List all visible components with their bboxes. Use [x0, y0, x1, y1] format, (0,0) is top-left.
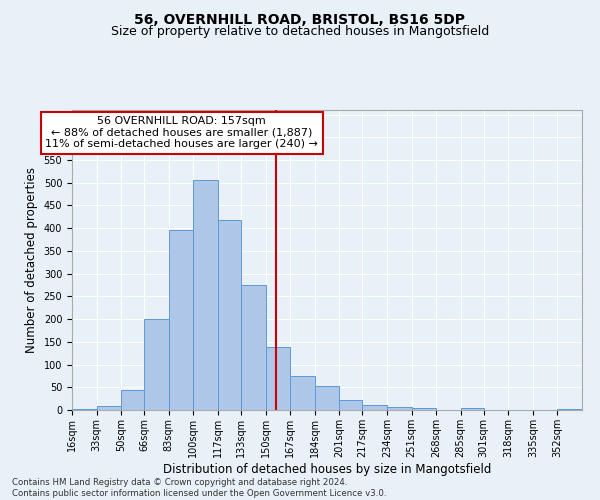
Bar: [557, 408, 582, 410]
Bar: [315, 386, 339, 410]
Text: 56, OVERNHILL ROAD, BRISTOL, BS16 5DP: 56, OVERNHILL ROAD, BRISTOL, BS16 5DP: [134, 12, 466, 26]
Bar: [72, 408, 97, 410]
Bar: [412, 408, 436, 410]
Bar: [290, 376, 315, 410]
Bar: [218, 220, 241, 410]
X-axis label: Distribution of detached houses by size in Mangotsfield: Distribution of detached houses by size …: [163, 462, 491, 475]
Bar: [144, 319, 169, 410]
Bar: [97, 406, 121, 410]
Y-axis label: Number of detached properties: Number of detached properties: [25, 167, 38, 353]
Text: 56 OVERNHILL ROAD: 157sqm
← 88% of detached houses are smaller (1,887)
11% of se: 56 OVERNHILL ROAD: 157sqm ← 88% of detac…: [46, 116, 318, 150]
Bar: [339, 400, 362, 410]
Bar: [121, 390, 144, 410]
Bar: [241, 285, 266, 410]
Bar: [169, 230, 193, 410]
Bar: [387, 407, 412, 410]
Bar: [266, 348, 290, 410]
Bar: [461, 408, 484, 410]
Text: Size of property relative to detached houses in Mangotsfield: Size of property relative to detached ho…: [111, 25, 489, 38]
Bar: [193, 180, 218, 410]
Bar: [362, 406, 387, 410]
Text: Contains HM Land Registry data © Crown copyright and database right 2024.
Contai: Contains HM Land Registry data © Crown c…: [12, 478, 386, 498]
